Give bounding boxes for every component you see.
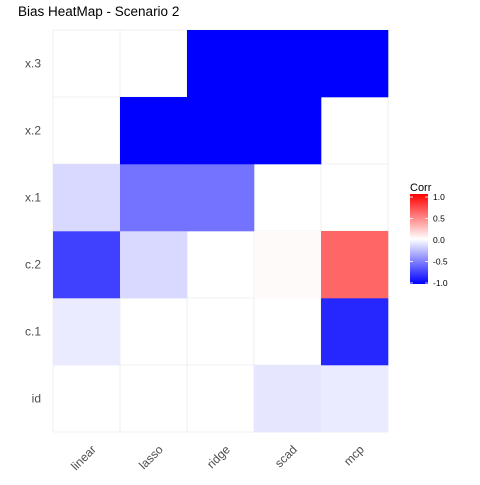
heatmap-cell-x.2-ridge (187, 97, 255, 165)
x-tick-label-lasso: lasso (136, 442, 166, 472)
heatmap-cell-x.1-linear (53, 164, 121, 232)
heatmap-cell-c.2-lasso (120, 231, 188, 299)
heatmap-cell-x.3-ridge (187, 30, 255, 98)
heatmap-cell-x.3-mcp (321, 30, 389, 98)
heatmap-cell-x.3-lasso (120, 30, 187, 97)
x-tick-label-ridge: ridge (204, 442, 233, 471)
heatmap-cell-c.2-ridge (187, 231, 254, 298)
legend-ticks: 1.0 0.5 0.0 -0.5 -1.0 (410, 192, 448, 288)
heatmap-cell-id-scad (254, 365, 322, 433)
legend-tick-label: 0.5 (433, 214, 445, 224)
heatmap-cell-x.1-scad (254, 164, 321, 231)
legend-tick-label: -1.0 (433, 278, 448, 288)
heatmap-cell-x.1-ridge (187, 164, 255, 232)
heatmap-cell-x.1-lasso (120, 164, 188, 232)
heatmap-cell-c.2-mcp (321, 231, 389, 299)
y-tick-label-id: id (32, 392, 41, 406)
chart-title: Bias HeatMap - Scenario 2 (18, 4, 179, 19)
y-tick-label-x.3: x.3 (25, 57, 41, 71)
heatmap-cell-c.1-linear (53, 298, 121, 366)
y-tick-label-x.1: x.1 (25, 191, 41, 205)
heatmap-cell-id-mcp (321, 365, 389, 433)
x-tick-labels: linear lasso ridge scad mcp (68, 442, 367, 473)
legend: Corr 1.0 0.5 0.0 -0.5 -1.0 (410, 182, 448, 288)
y-tick-label-c.1: c.1 (25, 325, 41, 339)
heatmap-cell-x.2-mcp (321, 97, 388, 164)
heatmap-cell-c.2-scad (254, 231, 322, 299)
heatmap-cell-x.2-lasso (120, 97, 188, 165)
heatmap-cell-x.3-linear (53, 30, 120, 97)
legend-colorbar (410, 194, 428, 284)
x-tick-label-mcp: mcp (341, 442, 367, 468)
heatmap-cell-c.1-scad (254, 298, 321, 365)
heatmap-cells (53, 30, 389, 433)
heatmap-cell-c.2-linear (53, 231, 121, 299)
heatmap-cell-id-ridge (187, 365, 254, 432)
heatmap-cell-c.1-mcp (321, 298, 389, 366)
x-tick-label-linear: linear (68, 442, 99, 473)
heatmap-cell-x.3-scad (254, 30, 322, 98)
heatmap-cell-c.1-lasso (120, 298, 187, 365)
legend-title: Corr (410, 182, 432, 194)
y-tick-labels: id c.1 c.2 x.1 x.2 x.3 (25, 57, 41, 406)
heatmap-cell-id-linear (53, 365, 120, 432)
legend-tick-label: 0.0 (433, 235, 445, 245)
heatmap-cell-x.2-linear (53, 97, 120, 164)
x-tick-label-scad: scad (272, 442, 300, 470)
y-tick-label-x.2: x.2 (25, 124, 41, 138)
heatmap-cell-x.2-scad (254, 97, 322, 165)
heatmap-cell-id-lasso (120, 365, 187, 432)
legend-tick-label: 1.0 (433, 192, 445, 202)
legend-tick-label: -0.5 (433, 257, 448, 267)
heatmap-cell-x.1-mcp (321, 164, 388, 231)
heatmap-cell-c.1-ridge (187, 298, 254, 365)
y-tick-label-c.2: c.2 (25, 258, 41, 272)
